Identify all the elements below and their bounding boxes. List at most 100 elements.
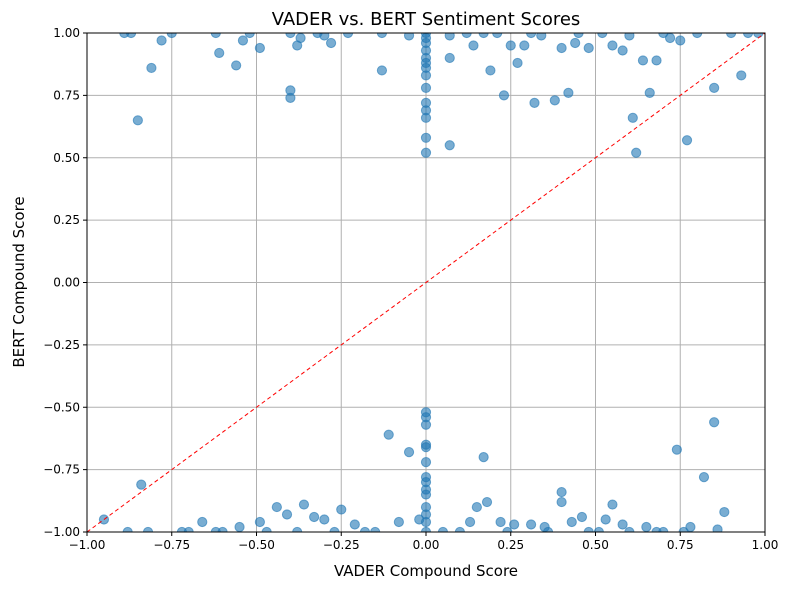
data-point: [556, 496, 567, 508]
data-point: [437, 526, 449, 532]
data-point: [726, 33, 737, 39]
data-point: [420, 147, 432, 158]
y-tick-label: 1.00: [53, 26, 80, 40]
data-point: [492, 33, 503, 39]
data-point: [678, 526, 689, 532]
data-point: [359, 526, 371, 532]
data-point: [244, 33, 255, 39]
data-point: [166, 33, 177, 39]
data-point: [461, 33, 472, 39]
data-point: [478, 452, 489, 463]
data-point: [627, 112, 638, 123]
data-point: [542, 526, 554, 532]
y-tick-label: −0.75: [43, 463, 80, 477]
data-point: [664, 33, 676, 44]
data-point: [454, 526, 465, 532]
data-point: [600, 514, 611, 525]
x-axis-ticks: −1.00 −0.75 −0.50 −0.25 0.00 0.25 0.50 0.75 1.00: [69, 532, 779, 552]
y-tick-label: 0.75: [53, 88, 80, 102]
data-point: [444, 33, 455, 41]
data-point: [709, 82, 720, 93]
y-axis-label: BERT Compound Score: [10, 196, 28, 367]
data-point: [420, 489, 432, 500]
y-tick-label: 0.25: [53, 213, 80, 227]
data-point: [156, 35, 167, 46]
x-tick-label: 0.25: [497, 538, 524, 552]
data-point: [576, 511, 588, 523]
data-point: [597, 33, 608, 39]
data-point: [570, 37, 581, 49]
data-point: [478, 33, 489, 39]
data-point: [498, 90, 510, 101]
x-tick-label: −0.25: [323, 538, 360, 552]
data-point: [420, 70, 432, 81]
data-point: [444, 140, 455, 151]
data-point: [617, 45, 628, 56]
data-point: [254, 516, 265, 528]
x-tick-label: −0.50: [238, 538, 275, 552]
data-point: [624, 33, 635, 41]
data-point: [403, 447, 415, 458]
y-tick-label: −0.50: [43, 400, 80, 414]
data-point: [176, 526, 188, 532]
data-point: [631, 147, 642, 158]
data-point: [285, 92, 296, 103]
data-point: [556, 42, 567, 54]
data-point: [420, 526, 432, 532]
data-point: [583, 526, 594, 532]
data-point: [420, 442, 432, 453]
data-point: [254, 42, 265, 54]
data-point: [566, 516, 577, 528]
x-axis-label: VADER Compound Score: [334, 562, 518, 580]
data-point: [681, 135, 693, 146]
data-point: [281, 509, 293, 520]
data-point: [536, 33, 547, 41]
data-point: [285, 33, 296, 39]
data-point: [644, 87, 655, 98]
data-point: [329, 526, 340, 532]
data-point: [309, 511, 320, 523]
data-point: [471, 501, 482, 513]
data-point: [136, 479, 147, 490]
data-point: [495, 516, 506, 528]
data-point: [607, 40, 618, 51]
data-point: [617, 519, 628, 530]
data-point: [509, 519, 520, 530]
data-point: [698, 472, 710, 483]
data-point: [403, 33, 415, 41]
data-point: [319, 33, 330, 41]
data-point: [563, 87, 574, 98]
data-point: [234, 521, 245, 532]
y-axis-ticks: −1.00 −0.75 −0.50 −0.25 0.00 0.25 0.50 0.75 1.00: [43, 26, 87, 539]
x-tick-label: 0.00: [413, 538, 440, 552]
data-point: [231, 60, 242, 71]
y-tick-label: 0.00: [53, 276, 80, 290]
data-point: [349, 519, 360, 530]
data-point: [376, 33, 388, 39]
chart-title: VADER vs. BERT Sentiment Scores: [272, 9, 581, 30]
data-point: [671, 444, 682, 455]
data-point: [197, 516, 208, 528]
data-point: [336, 504, 347, 515]
data-point: [142, 526, 154, 532]
y-tick-label: −0.25: [43, 338, 80, 352]
data-point: [383, 429, 394, 440]
data-point: [125, 33, 137, 39]
data-point: [651, 55, 662, 66]
data-point: [712, 524, 723, 532]
y-tick-label: 0.50: [53, 151, 80, 165]
x-tick-label: 1.00: [752, 538, 779, 552]
data-point: [420, 132, 432, 143]
data-point: [370, 526, 381, 532]
data-point: [210, 526, 221, 532]
data-point: [556, 486, 567, 498]
data-point: [525, 33, 537, 39]
data-point: [692, 33, 703, 39]
x-tick-label: −0.75: [153, 538, 190, 552]
data-point: [376, 65, 388, 76]
data-point: [325, 37, 337, 49]
x-tick-label: 0.50: [582, 538, 609, 552]
data-point: [583, 42, 594, 54]
